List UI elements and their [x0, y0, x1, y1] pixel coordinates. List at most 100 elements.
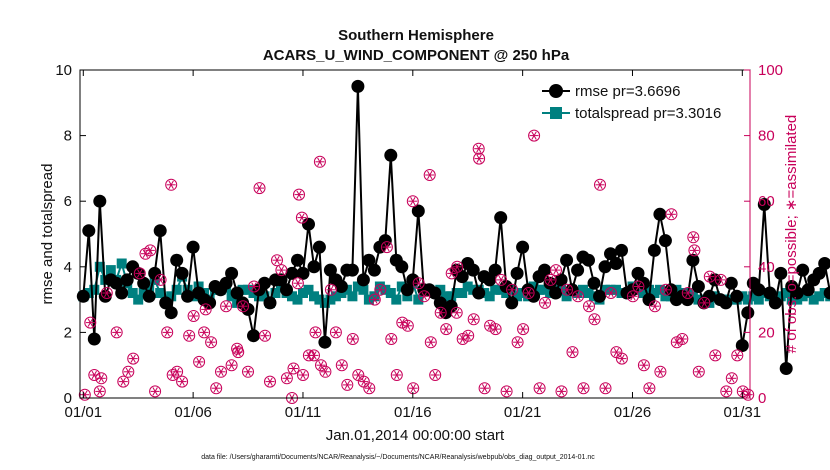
- spread-point: [319, 297, 330, 308]
- obs-assimilated-marker: [410, 384, 416, 393]
- obs-possible-marker: [594, 178, 606, 191]
- obs-assimilated-marker: [157, 275, 164, 285]
- obs-count-point: [725, 372, 738, 385]
- spread-point: [775, 291, 786, 302]
- obs-assimilated-marker: [470, 315, 477, 324]
- spread-point: [600, 284, 610, 295]
- obs-possible-marker: [193, 355, 206, 368]
- obs-assimilated-marker: [339, 361, 345, 370]
- obs-assimilated-marker: [668, 210, 675, 219]
- obs-count-point: [429, 369, 442, 381]
- obs-possible-marker: [225, 359, 238, 372]
- obs-count-point: [692, 365, 705, 378]
- rmse-point: [735, 339, 749, 352]
- obs-count-point: [698, 296, 711, 309]
- obs-assimilated-marker: [454, 308, 460, 317]
- obs-assimilated-marker: [355, 370, 362, 380]
- obs-possible-marker: [329, 326, 342, 339]
- spread-point: [171, 284, 182, 295]
- y-left-tick-label: 4: [64, 259, 72, 276]
- obs-assimilated-marker: [168, 180, 174, 189]
- obs-count-point: [280, 372, 293, 385]
- rmse-point: [120, 273, 134, 287]
- obs-assimilated-marker: [575, 292, 581, 301]
- obs-assimilated-marker: [245, 367, 251, 376]
- obs-assimilated-marker: [97, 387, 103, 396]
- spread-point: [105, 265, 116, 276]
- obs-count-point: [687, 231, 700, 244]
- obs-possible-marker: [506, 283, 519, 296]
- rmse-point: [779, 362, 793, 375]
- obs-possible-marker: [271, 254, 283, 267]
- spread-point: [413, 294, 424, 305]
- obs-assimilated-marker: [201, 328, 207, 337]
- obs-assimilated-marker: [531, 131, 537, 140]
- obs-possible-marker: [698, 296, 711, 309]
- obs-count-point: [315, 359, 327, 372]
- y-right-tick-label: 0: [758, 390, 766, 407]
- obs-assimilated-marker: [723, 387, 729, 396]
- obs-count-point: [467, 313, 480, 326]
- rmse-point: [115, 286, 129, 300]
- rmse-point: [164, 306, 178, 320]
- obs-count-point: [561, 283, 573, 296]
- obs-assimilated-marker: [663, 285, 669, 294]
- obs-possible-marker: [165, 178, 178, 191]
- obs-assimilated-marker: [674, 338, 680, 347]
- obs-count-point: [225, 359, 238, 372]
- rmse-point: [658, 234, 672, 248]
- obs-assimilated-marker: [487, 321, 493, 330]
- obs-assimilated-marker: [701, 298, 708, 308]
- obs-count-point: [412, 277, 425, 290]
- obs-possible-marker: [309, 326, 322, 339]
- obs-possible-marker: [533, 382, 546, 395]
- obs-assimilated-marker: [262, 331, 268, 340]
- obs-count-point: [506, 283, 519, 296]
- obs-assimilated-marker: [427, 170, 433, 180]
- obs-possible-marker: [467, 313, 480, 326]
- spread-point: [583, 288, 594, 298]
- obs-count-point: [329, 326, 342, 339]
- legend-spread-marker: [550, 107, 562, 119]
- x-axis-ticks: 01/01 01/06 01/11 01/16 01/21 01/26 01/31: [65, 70, 761, 421]
- obs-possible-marker: [308, 349, 320, 362]
- obs-assimilated-marker: [218, 367, 224, 376]
- obs-assimilated-marker: [465, 331, 471, 340]
- obs-possible-marker: [319, 365, 332, 378]
- obs-possible-marker: [205, 336, 218, 349]
- obs-count-point: [324, 283, 337, 296]
- obs-count-point: [555, 385, 568, 398]
- rmse-point: [384, 148, 398, 162]
- obs-count-point: [407, 382, 420, 395]
- obs-count-point: [681, 287, 694, 299]
- obs-assimilated-marker: [164, 328, 170, 337]
- rmse-point: [93, 194, 107, 208]
- obs-count-point: [297, 369, 309, 381]
- rmse-point: [137, 276, 151, 290]
- obs-assimilated-marker: [299, 213, 305, 222]
- obs-possible-marker: [363, 382, 376, 395]
- obs-count-point: [161, 326, 174, 339]
- obs-count-series: [78, 106, 755, 404]
- obs-assimilated-marker: [657, 367, 664, 376]
- obs-count-point: [401, 319, 414, 332]
- rmse-point: [680, 293, 694, 307]
- spread-point: [457, 288, 468, 298]
- obs-possible-marker: [478, 382, 491, 395]
- rmse-point: [730, 289, 744, 303]
- obs-possible-marker: [731, 349, 744, 362]
- y-right-tick-label: 60: [758, 193, 775, 210]
- obs-possible-marker: [450, 306, 463, 319]
- obs-possible-marker: [117, 375, 130, 388]
- obs-assimilated-marker: [690, 233, 697, 242]
- obs-assimilated-marker: [558, 387, 565, 396]
- obs-assimilated-marker: [498, 275, 504, 285]
- obs-possible-marker: [659, 283, 672, 296]
- obs-assimilated-marker: [174, 367, 180, 376]
- spread-point: [649, 288, 660, 298]
- obs-count-point: [566, 346, 579, 359]
- obs-count-point: [198, 326, 211, 339]
- rmse-point: [274, 273, 288, 287]
- rmse-point: [323, 263, 337, 277]
